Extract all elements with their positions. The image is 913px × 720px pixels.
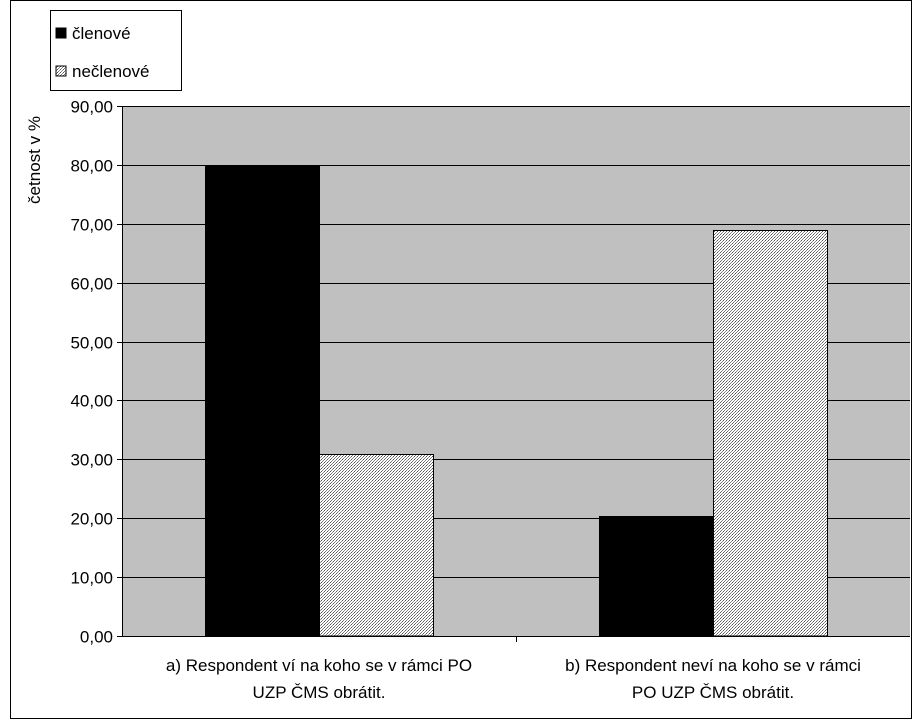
y-tick-label: 70,00 bbox=[70, 216, 113, 235]
legend-swatch-neclenove bbox=[55, 65, 67, 77]
axes bbox=[117, 106, 910, 642]
x-tick-label: a) Respondent ví na koho se v rámci PO bbox=[166, 656, 472, 675]
x-tick-label: b) Respondent neví na koho se v rámci bbox=[565, 656, 861, 675]
bar-neclenove-b bbox=[713, 230, 828, 637]
legend-label-clenove: členové bbox=[72, 24, 131, 43]
y-tick-label: 0,00 bbox=[80, 628, 113, 647]
y-tick-labels: 0,00 10,00 20,00 30,00 40,00 50,00 60,00 70,00 8… bbox=[70, 98, 113, 647]
y-tick-label: 30,00 bbox=[70, 451, 113, 470]
y-tick-label: 80,00 bbox=[70, 157, 113, 176]
y-tick-label: 90,00 bbox=[70, 98, 113, 117]
bar-clenove-b bbox=[599, 516, 714, 637]
bar-neclenove-a bbox=[319, 454, 434, 637]
x-tick-label: UZP ČMS obrátit. bbox=[253, 683, 386, 702]
legend-swatch-clenove bbox=[55, 27, 67, 39]
y-tick-label: 50,00 bbox=[70, 334, 113, 353]
legend: členové nečlenové bbox=[50, 10, 182, 91]
legend-label-neclenove: nečlenové bbox=[72, 62, 150, 81]
legend-box bbox=[50, 10, 182, 91]
bars bbox=[205, 166, 828, 637]
y-axis-label: četnost v % bbox=[25, 116, 44, 204]
x-tick-labels: a) Respondent ví na koho se v rámci PO UZ… bbox=[166, 656, 861, 702]
y-tick-label: 60,00 bbox=[70, 275, 113, 294]
y-tick-label: 10,00 bbox=[70, 569, 113, 588]
bar-clenove-a bbox=[205, 166, 320, 637]
x-tick-label: PO UZP ČMS obrátit. bbox=[632, 683, 794, 702]
y-tick-label: 40,00 bbox=[70, 392, 113, 411]
y-tick-label: 20,00 bbox=[70, 510, 113, 529]
